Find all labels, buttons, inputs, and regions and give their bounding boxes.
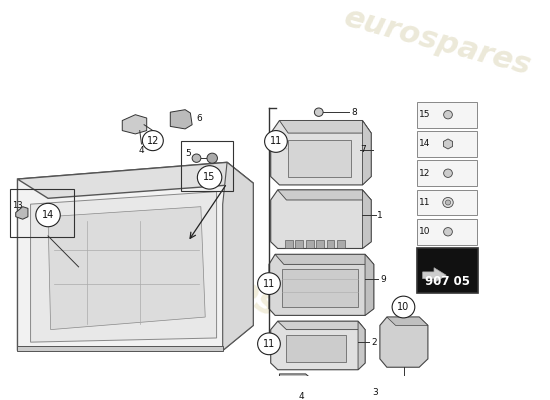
Polygon shape [31, 192, 217, 342]
Text: 12: 12 [147, 136, 159, 146]
Polygon shape [223, 162, 253, 350]
Text: eurospares: eurospares [340, 3, 534, 80]
Text: 9: 9 [380, 275, 386, 284]
Circle shape [207, 153, 217, 163]
Text: 15: 15 [419, 110, 430, 119]
Circle shape [142, 130, 163, 151]
Polygon shape [380, 317, 428, 367]
Circle shape [444, 169, 452, 178]
Bar [306, 240, 313, 248]
Text: 3: 3 [373, 388, 378, 397]
FancyBboxPatch shape [417, 131, 477, 157]
Bar [295, 240, 303, 248]
Polygon shape [278, 321, 365, 330]
FancyBboxPatch shape [417, 102, 477, 128]
Circle shape [36, 203, 60, 227]
Text: 14: 14 [419, 140, 430, 148]
Polygon shape [279, 374, 312, 386]
Polygon shape [362, 120, 371, 185]
Polygon shape [269, 254, 374, 315]
Text: 11: 11 [263, 339, 275, 349]
Text: 5: 5 [185, 149, 191, 158]
Text: 2: 2 [371, 338, 377, 347]
Text: 11: 11 [263, 279, 275, 289]
Text: 907 05: 907 05 [425, 275, 470, 288]
Circle shape [257, 333, 280, 355]
Circle shape [443, 198, 453, 208]
Circle shape [265, 130, 287, 152]
Text: 13: 13 [12, 200, 23, 210]
Polygon shape [271, 190, 371, 248]
Polygon shape [279, 120, 371, 133]
Polygon shape [18, 346, 223, 350]
Polygon shape [16, 207, 28, 219]
Polygon shape [18, 162, 253, 350]
Polygon shape [278, 190, 371, 200]
Polygon shape [271, 321, 365, 370]
Text: 15: 15 [204, 172, 216, 182]
Polygon shape [362, 190, 371, 248]
Text: 4: 4 [139, 146, 144, 155]
Text: a passion for parts since 1985: a passion for parts since 1985 [26, 253, 187, 354]
Polygon shape [443, 139, 453, 149]
Polygon shape [358, 321, 365, 370]
Text: 10: 10 [419, 227, 430, 236]
FancyBboxPatch shape [417, 160, 477, 186]
Bar [337, 240, 345, 248]
Polygon shape [170, 110, 192, 129]
Polygon shape [422, 268, 446, 283]
FancyBboxPatch shape [417, 219, 477, 245]
Polygon shape [122, 115, 147, 134]
Circle shape [315, 108, 323, 116]
Text: 4: 4 [299, 392, 304, 400]
Text: 6: 6 [196, 114, 202, 122]
Polygon shape [18, 162, 253, 198]
Text: 11: 11 [419, 198, 430, 207]
Bar [287, 336, 346, 362]
Text: 7: 7 [360, 145, 366, 154]
Polygon shape [48, 207, 205, 330]
Bar [285, 240, 293, 248]
Polygon shape [365, 254, 374, 315]
Polygon shape [275, 254, 374, 264]
Bar [327, 240, 334, 248]
FancyBboxPatch shape [416, 248, 478, 293]
Circle shape [192, 154, 201, 162]
Circle shape [444, 228, 452, 236]
Circle shape [197, 166, 222, 189]
Circle shape [444, 110, 452, 119]
Circle shape [392, 296, 415, 318]
Text: 10: 10 [397, 302, 410, 312]
Text: 8: 8 [351, 108, 357, 117]
Text: 12: 12 [419, 169, 430, 178]
Circle shape [446, 200, 450, 205]
Text: eurospares: eurospares [70, 180, 285, 324]
Bar [288, 140, 351, 178]
Polygon shape [271, 120, 371, 185]
Circle shape [257, 273, 280, 294]
Polygon shape [387, 317, 428, 326]
Bar [282, 269, 358, 307]
Text: 11: 11 [270, 136, 282, 146]
Text: 14: 14 [42, 210, 54, 220]
FancyBboxPatch shape [417, 190, 477, 216]
Text: 1: 1 [377, 210, 383, 220]
Bar [316, 240, 324, 248]
